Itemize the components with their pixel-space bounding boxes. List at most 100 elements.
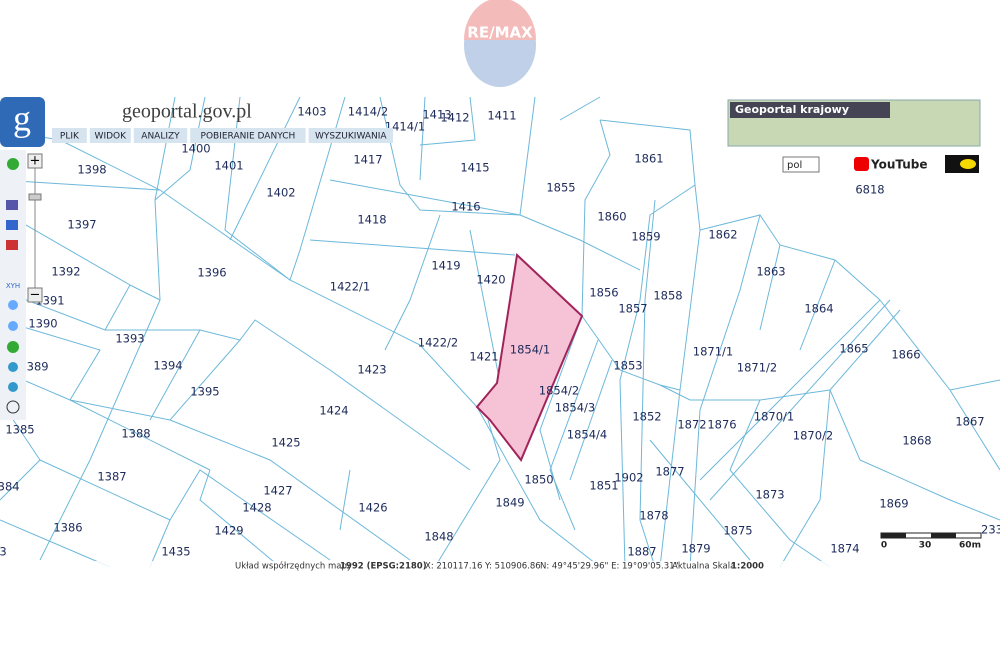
parcel-label[interactable]: 233 bbox=[981, 523, 1000, 537]
youtube[interactable]: YouTube bbox=[870, 158, 928, 172]
parcel-label[interactable]: 1864 bbox=[804, 302, 833, 316]
parcel-label[interactable]: 1849 bbox=[495, 496, 524, 510]
portal-link[interactable]: Geoportal krajowy bbox=[735, 103, 849, 116]
parcel-label[interactable]: 1870/2 bbox=[793, 429, 833, 443]
parcel-label[interactable]: 1422/1 bbox=[330, 280, 370, 294]
parcel-label[interactable]: 1854/1 bbox=[510, 343, 550, 357]
parcel-label[interactable]: 1414/2 bbox=[348, 105, 388, 119]
parcel-label[interactable]: 1879 bbox=[681, 542, 710, 556]
parcel-label[interactable]: 1423 bbox=[357, 363, 386, 377]
parcel-label[interactable]: 1877 bbox=[655, 465, 684, 479]
parcel-label[interactable]: 1876 bbox=[707, 418, 736, 432]
parcel-label[interactable]: 1396 bbox=[197, 266, 226, 280]
parcel-label[interactable]: 1422/2 bbox=[418, 336, 458, 350]
xyh[interactable]: XYH bbox=[6, 282, 20, 290]
menu-item[interactable]: POBIERANIE DANYCH bbox=[201, 132, 296, 142]
parcel-label[interactable]: 1386 bbox=[53, 521, 82, 535]
parcel-label[interactable]: 1388 bbox=[121, 427, 150, 441]
parcel-label[interactable]: 1412 bbox=[440, 111, 469, 125]
parcel-label[interactable]: 1415 bbox=[460, 161, 489, 175]
parcel-label[interactable]: 1861 bbox=[634, 152, 663, 166]
parcel-label[interactable]: 1852 bbox=[632, 410, 661, 424]
parcel-label[interactable]: 1863 bbox=[756, 265, 785, 279]
parcel-label[interactable]: 1869 bbox=[879, 497, 908, 511]
parcel-label[interactable]: 1395 bbox=[190, 385, 219, 399]
parcel-label[interactable]: 1401 bbox=[214, 159, 243, 173]
language-select[interactable] bbox=[782, 156, 820, 173]
parcel-label[interactable]: 1428 bbox=[242, 501, 271, 515]
parcel-label[interactable]: 1856 bbox=[589, 286, 618, 300]
parcel-label[interactable]: 1855 bbox=[546, 181, 575, 195]
parcel-label[interactable]: 1416 bbox=[451, 200, 480, 214]
menu-button[interactable] bbox=[89, 128, 131, 143]
parcel-label[interactable]: 1875 bbox=[723, 524, 752, 538]
parcel-label[interactable]: 1887 bbox=[627, 545, 656, 559]
parcel-label[interactable]: 1385 bbox=[5, 423, 34, 437]
menu-button[interactable] bbox=[190, 128, 306, 143]
parcel-label[interactable]: 1867 bbox=[955, 415, 984, 429]
menu-item[interactable]: WYSZUKIWANIA bbox=[315, 132, 387, 142]
parcel-label[interactable]: 1853 bbox=[613, 359, 642, 373]
menu-item[interactable]: WIDOK bbox=[95, 132, 128, 142]
menu-button[interactable] bbox=[52, 128, 87, 143]
parcel-label[interactable]: 1418 bbox=[357, 213, 386, 227]
parcel-label[interactable]: 1874 bbox=[830, 542, 859, 556]
parcel-label[interactable]: 1848 bbox=[424, 530, 453, 544]
selected-parcel[interactable] bbox=[475, 252, 584, 462]
parcel-label[interactable]: 1394 bbox=[153, 359, 182, 373]
parcel-label[interactable]: 1871/2 bbox=[737, 361, 777, 375]
parcel-label[interactable]: 6818 bbox=[855, 183, 884, 197]
parcel-label[interactable]: 1872 bbox=[677, 418, 706, 432]
parcel-label[interactable]: 1865 bbox=[839, 342, 868, 356]
parcel-label[interactable]: 1390 bbox=[28, 317, 57, 331]
parcel-label[interactable]: 1411 bbox=[487, 109, 516, 123]
parcel-label[interactable]: 1393 bbox=[115, 332, 144, 346]
parcel-label[interactable]: 1427 bbox=[263, 484, 292, 498]
parcel-label[interactable]: 1424 bbox=[319, 404, 348, 418]
menu-button[interactable] bbox=[308, 128, 393, 143]
parcel-label[interactable]: 1851 bbox=[589, 479, 618, 493]
parcel-label[interactable]: 1400 bbox=[181, 142, 210, 156]
parcel-label[interactable]: 1873 bbox=[755, 488, 784, 502]
parcel-label[interactable]: 1858 bbox=[653, 289, 682, 303]
parcel-label[interactable]: 1854/4 bbox=[567, 428, 607, 442]
parcel-label[interactable]: 1403 bbox=[297, 105, 326, 119]
parcel-label[interactable]: 1420 bbox=[476, 273, 505, 287]
parcel-label[interactable]: 1857 bbox=[618, 302, 647, 316]
zoom-out[interactable]: − bbox=[30, 288, 41, 303]
parcel-label[interactable]: 1435 bbox=[161, 545, 190, 559]
menu-button[interactable] bbox=[133, 128, 188, 143]
parcel-label[interactable]: 1417 bbox=[353, 153, 382, 167]
parcel-label[interactable]: 1398 bbox=[77, 163, 106, 177]
menu-item[interactable]: PLIK bbox=[60, 132, 80, 142]
zoom-in[interactable]: + bbox=[30, 154, 41, 169]
parcel-label[interactable]: 1425 bbox=[271, 436, 300, 450]
parcel-label[interactable]: 1862 bbox=[708, 228, 737, 242]
parcel-label[interactable]: 1389 bbox=[19, 360, 48, 374]
parcel-label[interactable]: 1860 bbox=[597, 210, 626, 224]
language[interactable]: pol bbox=[787, 160, 802, 171]
parcel-label[interactable]: 1391 bbox=[35, 294, 64, 308]
parcel-label[interactable]: 1413 bbox=[422, 108, 451, 122]
parcel-label[interactable]: 3 bbox=[0, 545, 7, 559]
parcel-label[interactable]: 1902 bbox=[614, 471, 643, 485]
parcel-label[interactable]: 1414/1 bbox=[385, 120, 425, 134]
parcel-label[interactable]: 1870/1 bbox=[754, 410, 794, 424]
parcel-label[interactable]: 1402 bbox=[266, 186, 295, 200]
parcel-label[interactable]: 1871/1 bbox=[693, 345, 733, 359]
parcel-label[interactable]: 1429 bbox=[214, 524, 243, 538]
parcel-label[interactable]: 1397 bbox=[67, 218, 96, 232]
parcel-label[interactable]: 1419 bbox=[431, 259, 460, 273]
parcel-label[interactable]: 1426 bbox=[358, 501, 387, 515]
parcel-label[interactable]: 1392 bbox=[51, 265, 80, 279]
parcel-label[interactable]: 1854/3 bbox=[555, 401, 595, 415]
parcel-label[interactable]: 1868 bbox=[902, 434, 931, 448]
parcel-label[interactable]: 1866 bbox=[891, 348, 920, 362]
parcel-label[interactable]: 1854/2 bbox=[539, 384, 579, 398]
parcel-label[interactable]: 1878 bbox=[639, 509, 668, 523]
parcel-label[interactable]: 1859 bbox=[631, 230, 660, 244]
parcel-label[interactable]: 1421 bbox=[469, 350, 498, 364]
parcel-label[interactable]: 1387 bbox=[97, 470, 126, 484]
menu-item[interactable]: ANALIZY bbox=[141, 132, 180, 142]
